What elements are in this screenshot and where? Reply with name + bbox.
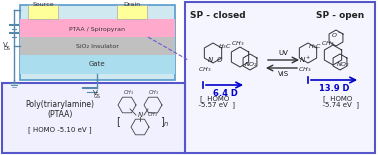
Text: V: V bbox=[3, 42, 8, 48]
Text: $CH_3$: $CH_3$ bbox=[298, 66, 312, 74]
Text: Drain: Drain bbox=[124, 2, 141, 7]
Text: N: N bbox=[208, 57, 212, 63]
Text: $CH_3$: $CH_3$ bbox=[231, 40, 245, 49]
Text: Gate: Gate bbox=[89, 61, 105, 67]
Text: [ HOMO -5.10 eV ]: [ HOMO -5.10 eV ] bbox=[28, 127, 92, 133]
Text: N: N bbox=[137, 112, 143, 118]
Text: $CH_3$: $CH_3$ bbox=[147, 89, 158, 97]
Text: GS: GS bbox=[94, 93, 101, 98]
Bar bbox=[20, 37, 175, 55]
Text: Source: Source bbox=[32, 2, 54, 7]
Text: $NO_2$: $NO_2$ bbox=[244, 61, 258, 69]
Bar bbox=[20, 19, 175, 37]
Text: $O^-$: $O^-$ bbox=[331, 31, 343, 39]
Text: O: O bbox=[216, 57, 222, 63]
Text: -5.57 eV  ]: -5.57 eV ] bbox=[195, 102, 235, 108]
Text: UV: UV bbox=[278, 50, 288, 56]
Text: [  HOMO: [ HOMO bbox=[323, 96, 353, 102]
FancyBboxPatch shape bbox=[185, 2, 375, 153]
Text: $CH_3$: $CH_3$ bbox=[147, 111, 158, 120]
Text: VIS: VIS bbox=[277, 71, 288, 77]
Text: Poly(triarylamine)
(PTAA): Poly(triarylamine) (PTAA) bbox=[25, 100, 94, 119]
Text: SP - closed: SP - closed bbox=[190, 11, 246, 20]
Bar bbox=[28, 5, 58, 19]
Text: PTAA / Spiropyran: PTAA / Spiropyran bbox=[69, 27, 125, 31]
Text: $]_n$: $]_n$ bbox=[160, 115, 170, 129]
Text: DS: DS bbox=[3, 46, 11, 51]
FancyBboxPatch shape bbox=[2, 83, 185, 153]
Text: 6.4 D: 6.4 D bbox=[212, 89, 237, 98]
Text: [  HOMO: [ HOMO bbox=[200, 96, 229, 102]
Text: $H_3C$: $H_3C$ bbox=[308, 43, 322, 51]
Text: SiO₂ Insulator: SiO₂ Insulator bbox=[76, 44, 118, 49]
Text: $NO_2$: $NO_2$ bbox=[336, 61, 350, 69]
Bar bbox=[20, 5, 175, 80]
Text: $H_3C$: $H_3C$ bbox=[218, 43, 232, 51]
Text: V: V bbox=[93, 90, 98, 96]
Text: -5.74 eV  ]: -5.74 eV ] bbox=[318, 102, 358, 108]
Text: SP - open: SP - open bbox=[316, 11, 364, 20]
Text: $N^+$: $N^+$ bbox=[299, 55, 311, 65]
Bar bbox=[117, 5, 147, 19]
Text: $[$: $[$ bbox=[116, 115, 121, 129]
Text: $CH_3$: $CH_3$ bbox=[321, 40, 335, 49]
Text: $CH_3$: $CH_3$ bbox=[122, 89, 133, 97]
Bar bbox=[20, 55, 175, 74]
Text: 13.9 D: 13.9 D bbox=[319, 84, 349, 93]
Text: $CH_3$: $CH_3$ bbox=[198, 66, 212, 74]
